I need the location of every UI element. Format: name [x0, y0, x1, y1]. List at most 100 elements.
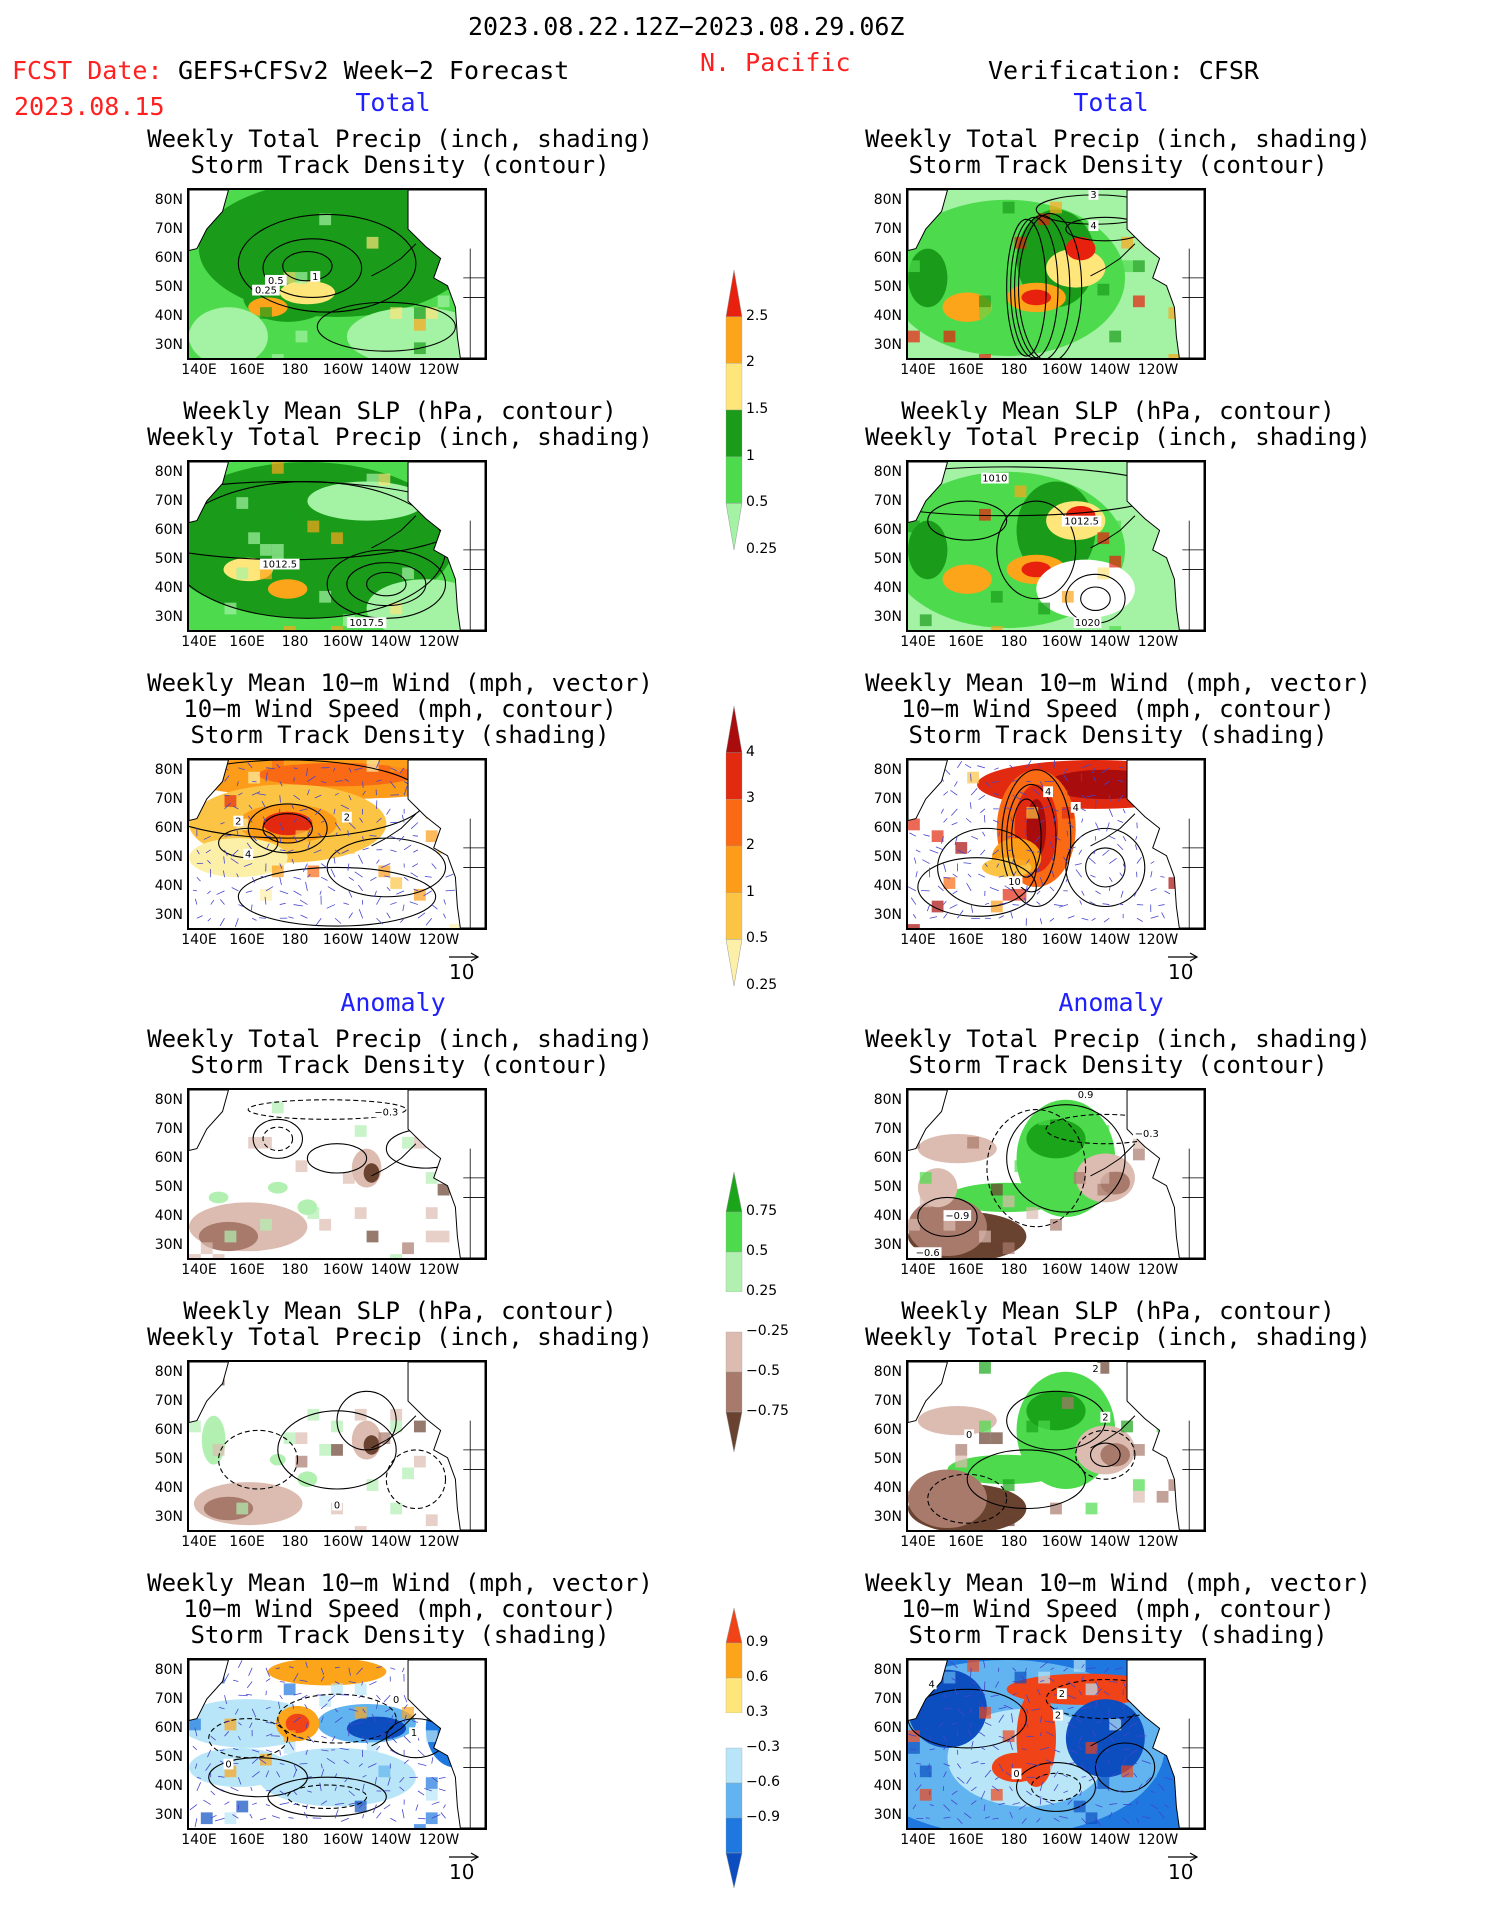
contour-line: [326, 549, 447, 619]
grid-cell: [378, 1765, 391, 1778]
wind-vector: [431, 1801, 440, 1805]
wind-vector: [403, 1695, 408, 1703]
lat-tick-label: 40N: [154, 878, 183, 894]
map-verification-total-wind: 4 4 10: [906, 758, 1206, 930]
wind-vector: [354, 767, 363, 771]
lon-tick-label: 160E: [948, 362, 984, 378]
wind-vector: [334, 1786, 337, 1792]
wind-vector: [237, 1660, 243, 1668]
grid-cell: [331, 1420, 343, 1433]
wind-vector: [1067, 1799, 1073, 1805]
wind-vector: [307, 789, 310, 796]
wind-vector: [954, 781, 958, 787]
wind-vector: [376, 897, 381, 905]
grid-cell: [390, 760, 403, 772]
wind-vector: [929, 1804, 934, 1807]
grid-cell: [331, 497, 343, 509]
wind-vector: [347, 863, 350, 871]
wind-vector: [264, 896, 267, 905]
aleutian-chain: [371, 243, 417, 277]
wind-vector: [344, 1776, 350, 1783]
grid-cell: [236, 567, 249, 580]
wind-vector: [305, 1804, 308, 1810]
wind-vector: [321, 781, 327, 784]
contour-label-bg: [1053, 1709, 1063, 1721]
wind-vector: [1117, 780, 1124, 782]
grid-cell: [943, 877, 956, 889]
wind-vector: [293, 890, 302, 896]
lat-tick-label: 50N: [154, 279, 183, 295]
wind-vector: [230, 1786, 239, 1792]
map-canvas: 2 2 0: [908, 1362, 1204, 1530]
wind-vector: [279, 1694, 283, 1700]
wind-vector: [1150, 1790, 1155, 1794]
lat-tick-label: 70N: [154, 1393, 183, 1409]
grid-cell: [919, 614, 932, 627]
vector-reference-arrow: [1168, 1852, 1199, 1862]
wind-vector: [321, 876, 328, 881]
colorbar-level-label: 2: [746, 354, 755, 371]
wind-vector: [362, 1708, 366, 1713]
grid-cell: [1002, 1660, 1015, 1672]
grid-cell: [1097, 567, 1110, 580]
wind-vector: [236, 828, 239, 837]
wind-vector: [1150, 861, 1155, 864]
wind-vector: [275, 1667, 280, 1670]
map-verification-total-slp: 1010 1012.5 1020: [906, 460, 1206, 632]
wind-vector: [376, 1701, 379, 1709]
panel-title-forecast-anom-precip-line2: Storm Track Density (contour): [190, 1051, 610, 1079]
lon-tick-label: 140E: [181, 634, 217, 650]
wind-vector: [259, 1817, 267, 1821]
lon-tick-label: 160W: [1041, 1832, 1083, 1848]
aleutian-chain: [1090, 515, 1136, 549]
contour-line: [908, 1688, 1027, 1749]
grid-cell: [224, 602, 237, 615]
wind-vector: [1122, 1817, 1130, 1824]
wind-vector: [214, 1817, 225, 1822]
lat-tick-label: 30N: [154, 609, 183, 625]
wind-vector: [952, 873, 958, 878]
grid-cell: [319, 1218, 332, 1231]
wind-vector: [1053, 1707, 1058, 1710]
grid-cell: [212, 1444, 225, 1456]
contour-line: [1006, 783, 1057, 893]
colorbar-level-label: 0.5: [746, 1243, 769, 1259]
wind-vector: [1095, 1721, 1102, 1723]
lat-tick-label: 80N: [154, 762, 183, 778]
colorbar-segment: [725, 1642, 743, 1679]
colorbar-segment: [725, 1251, 743, 1293]
wind-vector: [1117, 843, 1124, 851]
wind-vector: [1145, 1776, 1152, 1783]
wind-vector: [1053, 760, 1056, 768]
wind-vector: [344, 778, 350, 782]
north-america-coastline: [407, 1090, 485, 1258]
vector-reference-value: 10: [1168, 1860, 1194, 1884]
lon-tick-label: 180: [281, 362, 309, 378]
wind-vector: [941, 836, 944, 844]
colorbar-segment: [725, 1677, 743, 1714]
contour-label: 0.5: [268, 276, 284, 287]
grid-cell: [1061, 1397, 1074, 1409]
contour-label: 2: [1102, 1413, 1108, 1424]
vector-reference-value: 10: [1168, 960, 1194, 984]
wind-vector: [265, 1667, 270, 1677]
grid-cell: [307, 520, 320, 533]
wind-vector: [207, 917, 211, 922]
wind-vector: [194, 898, 198, 905]
grid-cell: [413, 1824, 426, 1828]
grid-cell: [366, 236, 379, 249]
wind-vector: [216, 890, 225, 895]
asia-coastline: [189, 1090, 229, 1152]
grid-cell: [1085, 1742, 1098, 1754]
shading-region: [285, 1713, 310, 1734]
wind-vector: [358, 1804, 363, 1808]
grid-cell: [1109, 1160, 1122, 1173]
wind-vector: [279, 795, 281, 803]
wind-vector: [293, 1735, 303, 1740]
political-boundary: [1182, 818, 1204, 928]
colorbar-level-label: 0.25: [746, 1283, 778, 1299]
map-canvas: 1012.5 1017.5: [189, 462, 485, 630]
wind-vector: [964, 1694, 972, 1698]
grid-cell: [413, 1420, 426, 1433]
wind-vector: [1132, 1763, 1137, 1765]
